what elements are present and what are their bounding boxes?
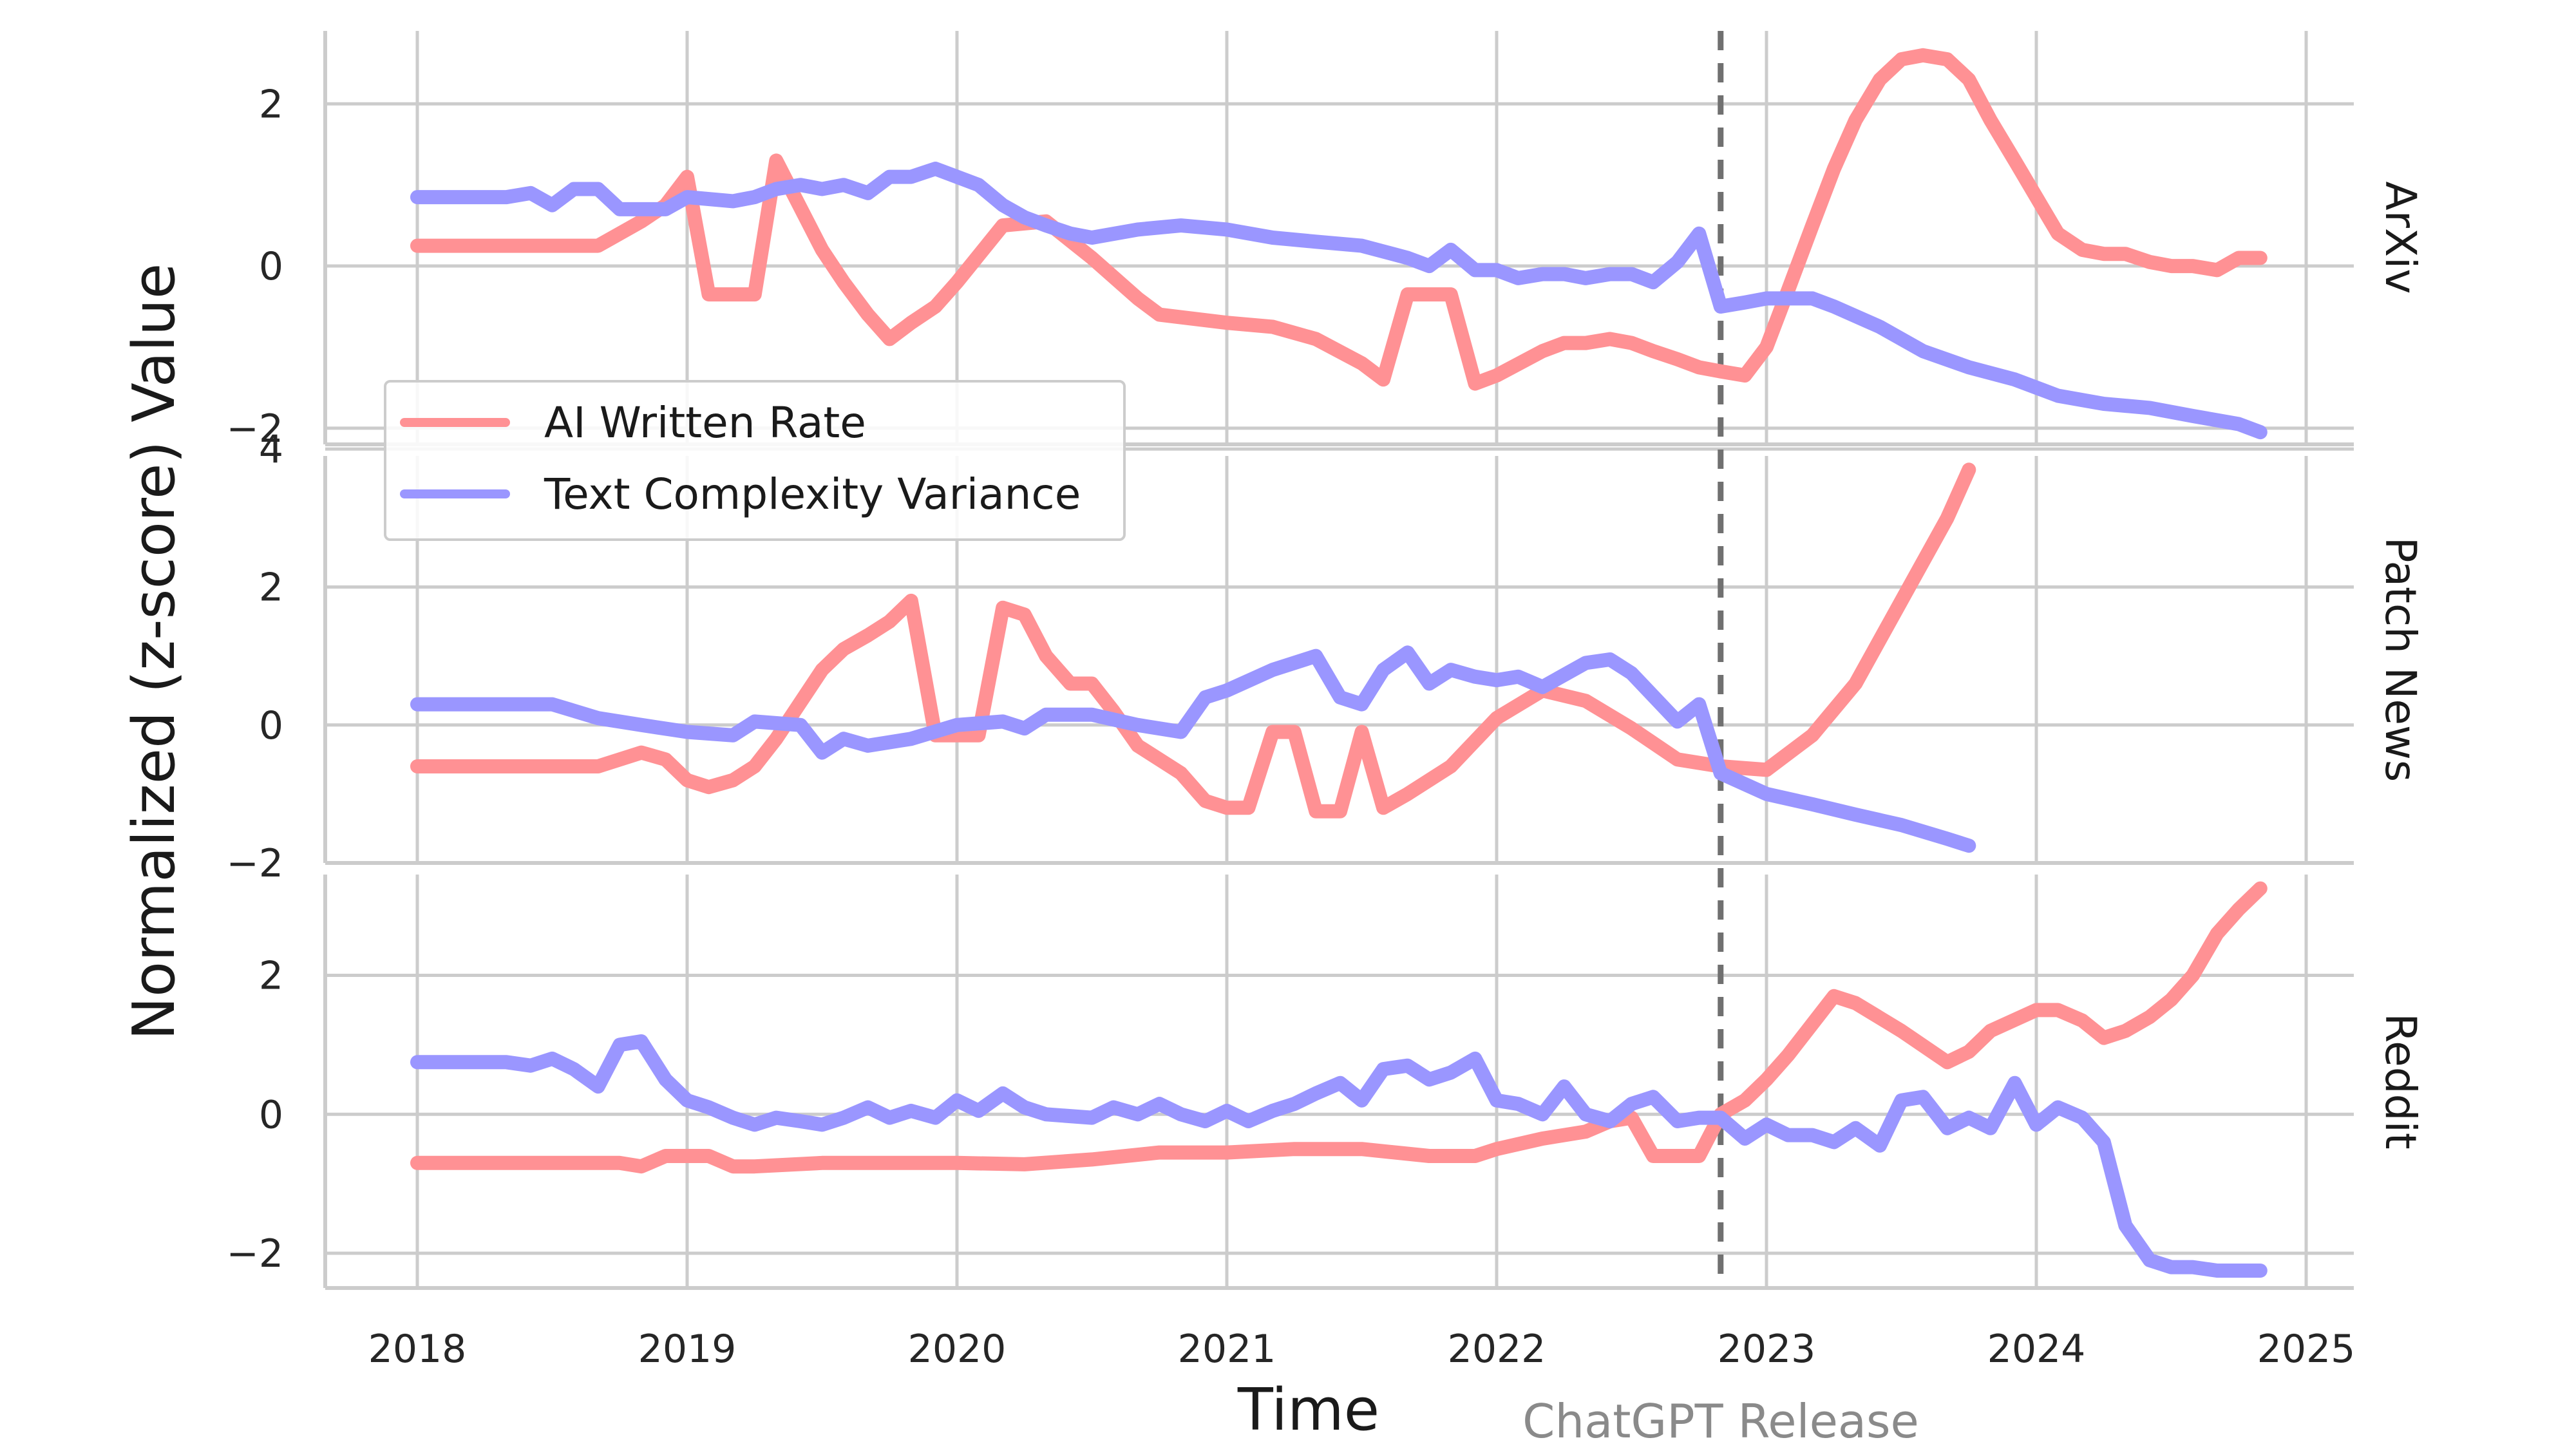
x-tick-label: 2022 xyxy=(1448,1327,1546,1372)
x-tick-label: 2024 xyxy=(1987,1327,2086,1372)
y-tick-label-patch-news: 0 xyxy=(259,703,283,748)
facet-label-arxiv: ArXiv xyxy=(2376,182,2425,294)
legend-label-complexity: Text Complexity Variance xyxy=(544,469,1081,519)
legend-label-ai: AI Written Rate xyxy=(544,398,866,448)
y-tick-label-arxiv: −2 xyxy=(227,406,283,451)
y-tick-label-arxiv: 0 xyxy=(259,244,283,289)
facet-label-patch-news: Patch News xyxy=(2376,537,2425,782)
x-tick-label: 2019 xyxy=(638,1327,737,1372)
chatgpt-release-label: ChatGPT Release xyxy=(1522,1394,1919,1448)
text-complexity-line-patch-news xyxy=(410,645,1976,853)
y-tick-label-arxiv: 2 xyxy=(259,82,283,127)
y-tick-label-reddit: 0 xyxy=(259,1092,283,1137)
y-tick-label-reddit: 2 xyxy=(259,953,283,998)
series-layer xyxy=(410,48,2268,1278)
y-tick-label-patch-news: 4 xyxy=(259,427,283,472)
x-tick-label: 2020 xyxy=(908,1327,1007,1372)
y-tick-label-patch-news: 2 xyxy=(259,565,283,611)
x-tick-label: 2018 xyxy=(368,1327,467,1372)
y-axis-title: Normalized (z-score) Value xyxy=(120,263,188,1041)
x-tick-label: 2023 xyxy=(1718,1327,1816,1372)
y-tick-label-patch-news: −2 xyxy=(227,841,283,886)
text-complexity-line-reddit xyxy=(410,1034,2268,1278)
ai-written-rate-line-arxiv xyxy=(410,48,2268,391)
axes-layer: −2 0 2 ArXiv −2 0 2 4 Patch News −2 0 2 Reddit 2018 20… xyxy=(227,31,2425,1372)
legend-box xyxy=(384,380,1126,541)
y-tick-label-reddit: −2 xyxy=(227,1231,283,1276)
ai-written-rate-line-reddit xyxy=(410,881,2268,1174)
x-tick-label: 2021 xyxy=(1178,1327,1276,1372)
x-tick-label: 2025 xyxy=(2257,1327,2356,1372)
x-axis-title: Time xyxy=(1237,1376,1379,1444)
facet-label-reddit: Reddit xyxy=(2376,1013,2425,1150)
legend: AI Written Rate Text Complexity Variance xyxy=(384,380,1126,541)
text-complexity-line-arxiv xyxy=(410,162,2268,440)
